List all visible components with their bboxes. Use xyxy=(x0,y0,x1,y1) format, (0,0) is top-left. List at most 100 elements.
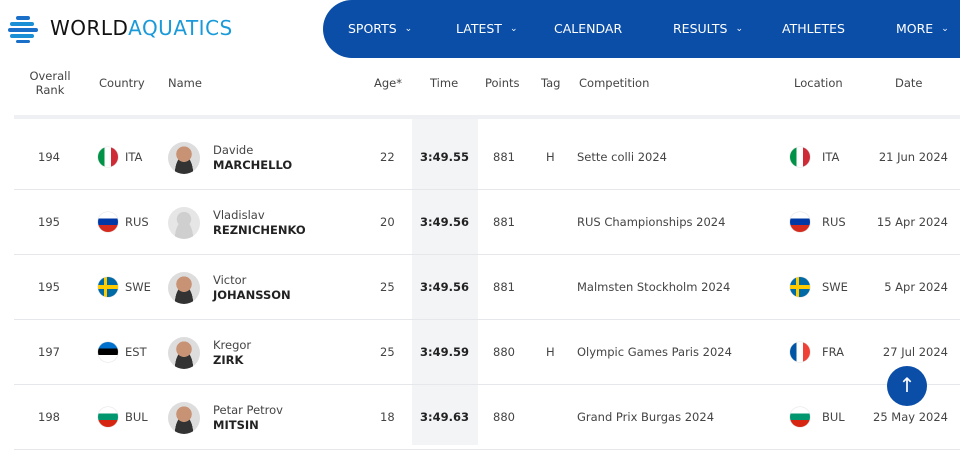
world-aquatics-logo[interactable]: WORLDAQUATICS xyxy=(8,14,233,43)
col-date[interactable]: Date xyxy=(895,76,923,90)
last-name: REZNICHENKO xyxy=(213,223,306,237)
time: 3:49.56 xyxy=(420,280,469,294)
time-column-highlight xyxy=(412,119,478,445)
nav-label: LATEST xyxy=(456,21,502,36)
age: 18 xyxy=(380,410,395,424)
country-code: RUS xyxy=(125,215,149,229)
table-row[interactable]: 198 BUL Petar Petrov MITSIN 18 3:49.63 880 Gran… xyxy=(14,385,960,450)
points: 881 xyxy=(493,150,515,164)
date: 5 Apr 2024 xyxy=(884,280,948,294)
last-name: MARCHELLO xyxy=(213,158,293,172)
col-overall-rank[interactable]: Overall Rank xyxy=(22,69,78,97)
nav-more[interactable]: MORE ⌄ xyxy=(896,21,949,36)
first-name: Victor xyxy=(213,273,247,287)
table-row[interactable]: 195 RUS Vladislav REZNICHENKO 20 3:49.56 881 RU… xyxy=(14,190,960,255)
col-tag[interactable]: Tag xyxy=(541,76,561,90)
country-code: BUL xyxy=(125,410,148,424)
rank: 195 xyxy=(38,215,60,229)
header-divider xyxy=(14,115,960,119)
location-code: SWE xyxy=(822,280,848,294)
country-code: EST xyxy=(125,345,147,359)
points: 880 xyxy=(493,410,515,424)
logo-text-world: WORLD xyxy=(50,16,129,40)
chevron-down-icon: ⌄ xyxy=(509,24,518,34)
country-flag-icon xyxy=(98,277,118,297)
nav-results[interactable]: RESULTS ⌄ xyxy=(673,21,743,36)
competition: Grand Prix Burgas 2024 xyxy=(577,410,715,424)
athlete-name[interactable]: Victor JOHANSSON xyxy=(213,273,291,302)
rank: 198 xyxy=(38,410,60,424)
first-name: Vladislav xyxy=(213,208,265,222)
nav-label: CALENDAR xyxy=(554,21,623,36)
tag: H xyxy=(546,150,555,164)
rank: 194 xyxy=(38,150,60,164)
date: 27 Jul 2024 xyxy=(882,345,948,359)
age: 20 xyxy=(380,215,395,229)
first-name: Petar Petrov xyxy=(213,403,283,417)
col-location[interactable]: Location xyxy=(794,76,843,90)
athlete-name[interactable]: Davide MARCHELLO xyxy=(213,143,292,172)
nav-calendar[interactable]: CALENDAR xyxy=(554,21,622,36)
location-code: RUS xyxy=(822,215,846,229)
tag: H xyxy=(546,345,555,359)
athlete-avatar[interactable] xyxy=(168,272,200,304)
country-flag-icon xyxy=(98,342,118,362)
col-time[interactable]: Time xyxy=(430,76,459,90)
rank: 197 xyxy=(38,345,60,359)
nav-latest[interactable]: LATEST ⌄ xyxy=(456,21,517,36)
last-name: JOHANSSON xyxy=(213,288,291,302)
col-country[interactable]: Country xyxy=(99,76,145,90)
country-flag-icon xyxy=(98,147,118,167)
date: 21 Jun 2024 xyxy=(878,150,948,164)
col-name[interactable]: Name xyxy=(168,76,202,90)
nav-label: SPORTS xyxy=(348,21,397,36)
nav-label: MORE xyxy=(896,21,934,36)
location-flag-icon xyxy=(790,342,810,362)
chevron-down-icon: ⌄ xyxy=(941,24,949,34)
location-flag-icon xyxy=(790,212,810,232)
time: 3:49.59 xyxy=(420,345,469,359)
table-header: Overall Rank Country Name Age* Time Point… xyxy=(0,60,960,116)
col-competition[interactable]: Competition xyxy=(579,76,650,90)
athlete-avatar[interactable] xyxy=(168,207,200,239)
col-points[interactable]: Points xyxy=(485,76,520,90)
location-flag-icon xyxy=(790,277,810,297)
country-code: SWE xyxy=(125,280,151,294)
table-row[interactable]: 195 SWE Victor JOHANSSON 25 3:49.56 881 Malmste… xyxy=(14,255,960,320)
athlete-name[interactable]: Kregor ZIRK xyxy=(213,338,251,367)
athlete-avatar[interactable] xyxy=(168,142,200,174)
nav-label: ATHLETES xyxy=(782,21,845,36)
table-row[interactable]: 197 EST Kregor ZIRK 25 3:49.59 880 H Olympic Gam… xyxy=(14,320,960,385)
athlete-avatar[interactable] xyxy=(168,337,200,369)
country-flag-icon xyxy=(98,212,118,232)
table-row[interactable]: 194 ITA Davide MARCHELLO 22 3:49.55 881 H Sette … xyxy=(14,125,960,190)
nav-athletes[interactable]: ATHLETES xyxy=(782,21,845,36)
rank: 195 xyxy=(38,280,60,294)
age: 25 xyxy=(380,345,395,359)
competition: RUS Championships 2024 xyxy=(577,215,726,229)
first-name: Kregor xyxy=(213,338,252,352)
athlete-name[interactable]: Vladislav REZNICHENKO xyxy=(213,208,306,237)
nav-sports[interactable]: SPORTS ⌄ xyxy=(348,21,412,36)
points: 880 xyxy=(493,345,515,359)
athlete-name[interactable]: Petar Petrov MITSIN xyxy=(213,403,283,432)
time: 3:49.63 xyxy=(420,410,469,424)
col-rank-line1: Overall xyxy=(29,69,71,83)
location-flag-icon xyxy=(790,147,810,167)
time: 3:49.56 xyxy=(420,215,469,229)
logo-icon xyxy=(8,14,40,43)
nav-label: RESULTS xyxy=(673,21,728,36)
date: 25 May 2024 xyxy=(873,410,948,424)
age: 25 xyxy=(380,280,395,294)
points: 881 xyxy=(493,280,515,294)
athlete-avatar[interactable] xyxy=(168,402,200,434)
chevron-down-icon: ⌄ xyxy=(735,24,744,34)
chevron-down-icon: ⌄ xyxy=(404,24,413,34)
location-code: BUL xyxy=(822,410,845,424)
location-code: FRA xyxy=(822,345,845,359)
scroll-to-top-button[interactable]: ↑ xyxy=(887,366,927,406)
competition: Malmsten Stockholm 2024 xyxy=(577,280,731,294)
col-age[interactable]: Age* xyxy=(374,76,402,90)
competition: Sette colli 2024 xyxy=(577,150,667,164)
arrow-up-icon: ↑ xyxy=(898,373,916,397)
